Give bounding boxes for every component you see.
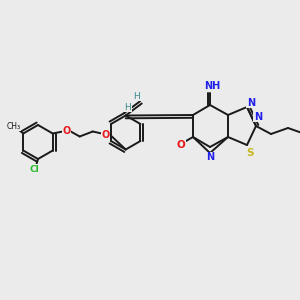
Text: N: N (206, 152, 214, 162)
Text: N: N (254, 112, 262, 122)
Text: O: O (63, 127, 71, 136)
Text: H: H (124, 103, 131, 112)
Text: NH: NH (204, 81, 220, 91)
Text: H: H (133, 92, 140, 101)
Text: N: N (247, 98, 255, 108)
Text: O: O (177, 140, 185, 150)
Text: CH₃: CH₃ (6, 122, 20, 131)
Text: O: O (102, 130, 110, 140)
Text: Cl: Cl (29, 164, 39, 173)
Text: S: S (246, 148, 254, 158)
